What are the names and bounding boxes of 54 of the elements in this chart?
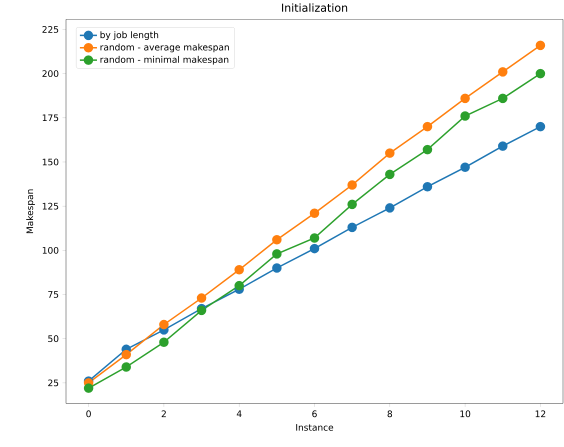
y-tick-label: 175 [42, 114, 58, 121]
point [498, 66, 508, 76]
legend-label: by job length [100, 31, 158, 40]
point [347, 199, 357, 209]
point [272, 248, 282, 258]
point [234, 264, 244, 274]
point [536, 68, 546, 78]
y-tick-label: 200 [42, 70, 58, 77]
y-tick-label: 100 [42, 246, 58, 254]
x-tick-label: 12 [536, 410, 546, 417]
x-axis-title: Instance [296, 424, 334, 431]
point [536, 40, 546, 50]
y-axis-title: Makespan [26, 189, 35, 233]
point [159, 337, 169, 347]
legend-label: random - average makespan [100, 43, 229, 52]
point [310, 233, 320, 243]
x-tick-label: 8 [388, 410, 392, 418]
point [347, 222, 357, 232]
point [385, 169, 395, 179]
x-tick-label: 6 [312, 410, 317, 418]
x-tick-label: 2 [162, 410, 166, 417]
point [460, 111, 470, 121]
point [196, 293, 206, 303]
x-tick-label: 4 [236, 410, 242, 417]
point [159, 320, 169, 330]
point [310, 208, 320, 218]
point [121, 362, 131, 372]
point [272, 234, 282, 244]
x-tick-label: 0 [86, 410, 91, 418]
legend-label: random - minimal makespan [100, 56, 228, 64]
y-tick-label: 125 [42, 202, 58, 210]
point [460, 93, 470, 103]
y-tick-label: 50 [48, 335, 58, 342]
point [536, 122, 546, 132]
point [385, 148, 395, 158]
point [422, 122, 432, 132]
x-tick-label: 10 [460, 410, 470, 418]
y-tick-label: 75 [48, 290, 58, 298]
point [422, 182, 432, 192]
point [272, 263, 282, 273]
point [347, 180, 357, 190]
point [84, 383, 94, 393]
point [498, 93, 508, 103]
point [234, 280, 244, 290]
point [310, 244, 320, 254]
y-tick-label: 225 [42, 26, 58, 33]
y-tick-label: 25 [48, 379, 58, 386]
point [422, 144, 432, 154]
point [498, 141, 508, 151]
point [385, 202, 395, 212]
point [121, 350, 131, 360]
point [460, 162, 470, 172]
y-tick-label: 150 [42, 158, 58, 166]
chart-title: Initialization [282, 3, 348, 12]
